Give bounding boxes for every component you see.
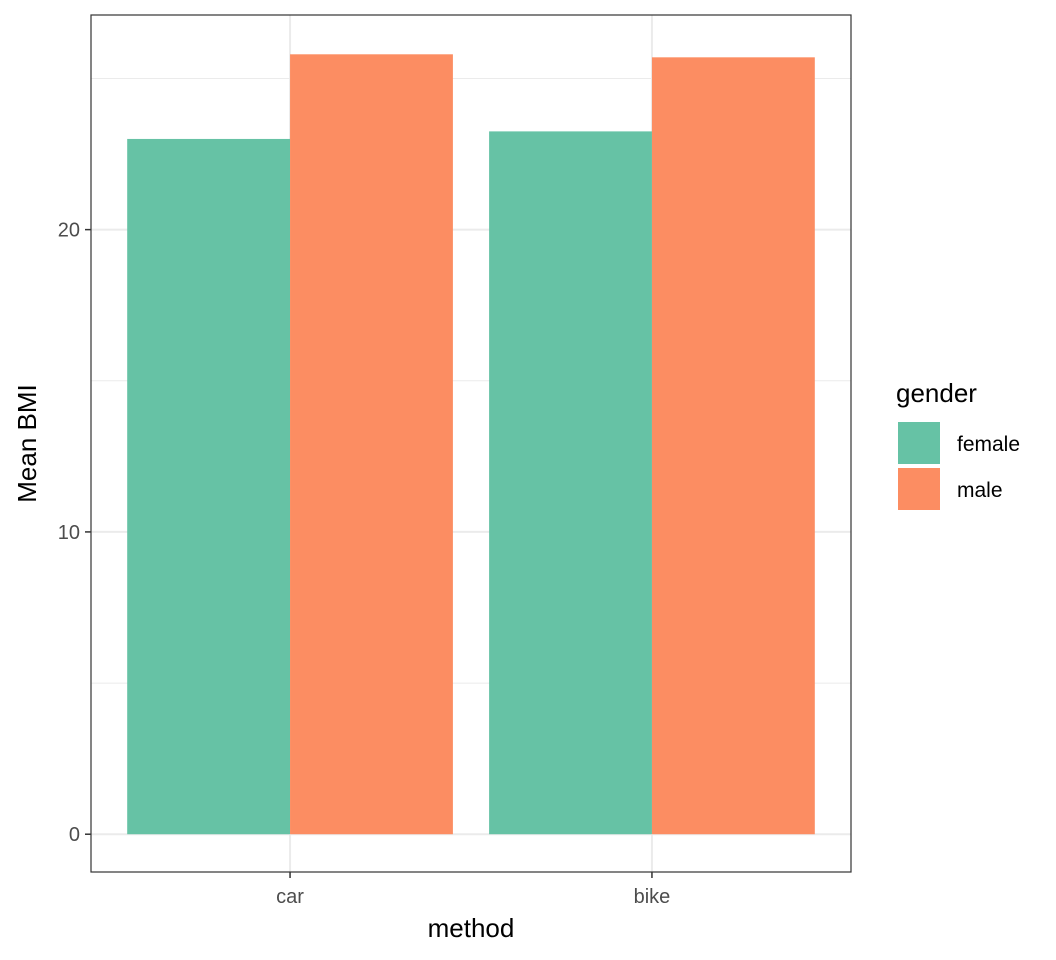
bar-bike-female [489,131,652,835]
y-axis-title: Mean BMI [12,384,42,503]
bar-bike-male [651,57,815,835]
bar-car-female [127,138,291,835]
y-tick-label: 20 [58,220,80,242]
x-axis-title: method [428,913,515,943]
legend-label-male: male [957,479,1003,502]
x-tick-label: car [276,886,304,908]
legend-key-female [898,422,940,464]
legend: gender female male [896,378,1020,510]
plot-border [90,14,852,873]
legend-label-female: female [957,433,1020,456]
bar-car-male [290,54,453,835]
x-axis: car bike [276,872,670,908]
x-tick-label: bike [634,886,671,908]
y-axis: 0 10 20 [58,220,91,846]
y-tick-label: 10 [58,522,80,544]
y-tick-label: 0 [69,824,80,846]
bars [127,54,815,835]
legend-key-male [898,468,940,510]
legend-title: gender [896,378,977,408]
